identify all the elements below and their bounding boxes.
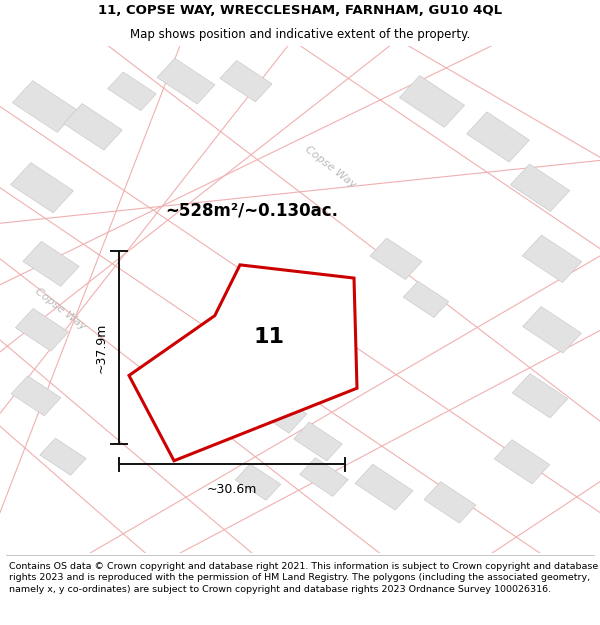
Polygon shape bbox=[11, 162, 73, 212]
Polygon shape bbox=[235, 464, 281, 500]
Polygon shape bbox=[293, 422, 343, 461]
Text: Copse Way: Copse Way bbox=[302, 144, 358, 191]
Polygon shape bbox=[403, 281, 449, 318]
Polygon shape bbox=[211, 398, 257, 434]
Text: Contains OS data © Crown copyright and database right 2021. This information is : Contains OS data © Crown copyright and d… bbox=[9, 562, 598, 594]
Polygon shape bbox=[40, 438, 86, 475]
Polygon shape bbox=[16, 309, 68, 351]
Polygon shape bbox=[511, 164, 569, 211]
Polygon shape bbox=[370, 238, 422, 279]
Polygon shape bbox=[13, 81, 77, 132]
Polygon shape bbox=[23, 241, 79, 286]
Text: ~37.9m: ~37.9m bbox=[94, 322, 107, 372]
Text: 11: 11 bbox=[253, 327, 284, 347]
Polygon shape bbox=[355, 464, 413, 510]
Polygon shape bbox=[107, 72, 157, 111]
Polygon shape bbox=[251, 389, 307, 433]
Polygon shape bbox=[157, 58, 215, 104]
Polygon shape bbox=[11, 376, 61, 416]
Polygon shape bbox=[467, 112, 529, 162]
Polygon shape bbox=[523, 306, 581, 353]
Polygon shape bbox=[400, 76, 464, 128]
Polygon shape bbox=[220, 61, 272, 102]
Polygon shape bbox=[129, 265, 357, 461]
Polygon shape bbox=[64, 104, 122, 150]
Text: ~528m²/~0.130ac.: ~528m²/~0.130ac. bbox=[166, 201, 338, 219]
Text: Map shows position and indicative extent of the property.: Map shows position and indicative extent… bbox=[130, 28, 470, 41]
Polygon shape bbox=[299, 458, 349, 496]
Polygon shape bbox=[523, 235, 581, 282]
Polygon shape bbox=[512, 374, 568, 418]
Polygon shape bbox=[424, 482, 476, 523]
Text: ~30.6m: ~30.6m bbox=[207, 483, 257, 496]
Text: 11, COPSE WAY, WRECCLESHAM, FARNHAM, GU10 4QL: 11, COPSE WAY, WRECCLESHAM, FARNHAM, GU1… bbox=[98, 4, 502, 16]
Text: Copse Way: Copse Way bbox=[32, 287, 88, 332]
Polygon shape bbox=[494, 439, 550, 484]
